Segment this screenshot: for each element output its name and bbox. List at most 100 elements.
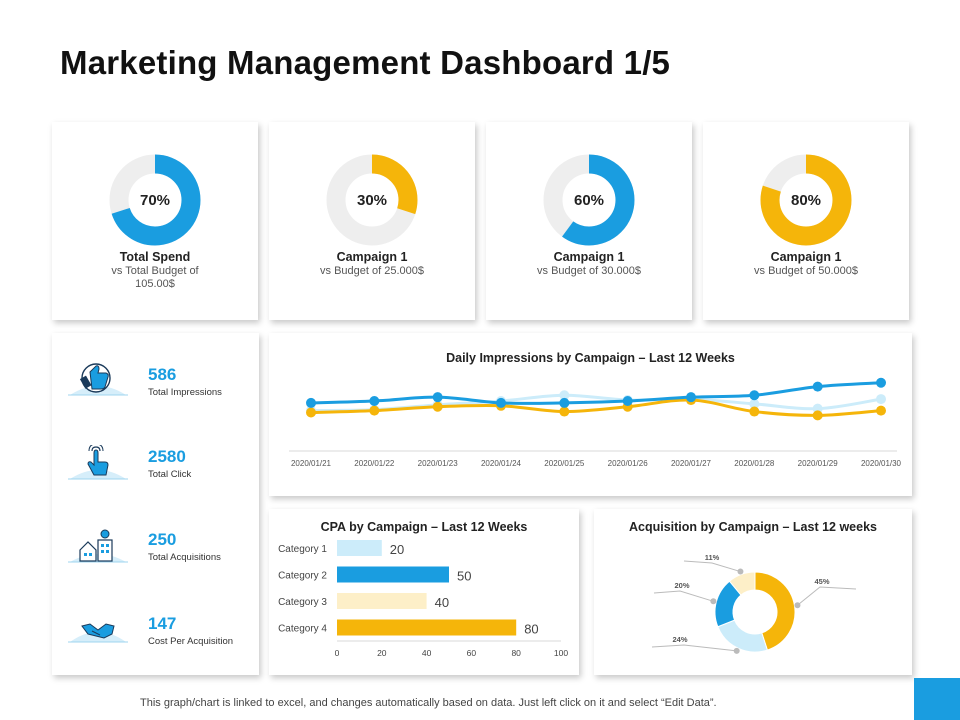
- data-point[interactable]: [306, 407, 316, 418]
- kpi-card-campaign-a[interactable]: 30% Campaign 1 vs Budget of 25.000$: [269, 122, 475, 320]
- data-point[interactable]: [876, 405, 886, 416]
- donut-progress-arc: [760, 154, 852, 246]
- thumbs-up-icon: [68, 363, 128, 396]
- donut-progress-arc: [109, 154, 201, 246]
- x-tick-label: 2020/01/25: [544, 459, 585, 468]
- data-point[interactable]: [306, 397, 316, 408]
- x-tick-label: 2020/01/27: [671, 459, 712, 468]
- x-tick-label: 2020/01/21: [291, 459, 332, 468]
- metric-total-impressions[interactable]: 586 Total Impressions: [52, 363, 259, 423]
- bar[interactable]: [337, 540, 382, 556]
- slice-label: 45%: [814, 577, 829, 586]
- metric-label: Total Click: [148, 469, 192, 480]
- pie-slice[interactable]: [717, 619, 768, 653]
- metric-label: Total Impressions: [148, 387, 222, 398]
- data-point[interactable]: [749, 398, 760, 409]
- leader-dot: [733, 647, 740, 654]
- metric-value: 586: [148, 365, 177, 384]
- series-line: [310, 381, 882, 405]
- x-tick-label: 2020/01/30: [861, 459, 902, 468]
- data-point[interactable]: [812, 410, 823, 421]
- chart-title: Daily Impressions by Campaign – Last 12 …: [446, 351, 735, 365]
- kpi-name: Campaign 1: [770, 250, 842, 264]
- kpi-donut: 60%: [543, 154, 635, 246]
- kpi-donut: 30%: [326, 154, 418, 246]
- data-point[interactable]: [876, 394, 886, 405]
- data-point[interactable]: [432, 392, 443, 403]
- leader-line: [651, 644, 737, 652]
- category-label: Category 4: [278, 624, 327, 635]
- donut-percent: 70%: [140, 192, 170, 209]
- chart-title: CPA by Campaign – Last 12 Weeks: [320, 520, 528, 534]
- x-tick-label: 2020/01/23: [418, 459, 459, 468]
- slice-label: 11%: [705, 553, 720, 562]
- donut-progress-arc: [326, 154, 418, 246]
- data-point[interactable]: [432, 401, 443, 412]
- donut-percent: 60%: [574, 192, 604, 209]
- donut-percent: 80%: [791, 192, 821, 209]
- bar[interactable]: [337, 593, 427, 609]
- handshake-icon: [68, 623, 128, 643]
- metric-value: 2580: [148, 447, 186, 466]
- data-point[interactable]: [559, 406, 570, 417]
- donut-progress-arc: [543, 154, 635, 246]
- data-point[interactable]: [559, 397, 570, 408]
- data-point[interactable]: [369, 396, 380, 406]
- kpi-donut: 70%: [109, 154, 201, 246]
- series-line: [310, 398, 882, 417]
- acquisition-donut-chart-card: Acquisition by Campaign – Last 12 weeks …: [594, 509, 912, 675]
- impressions-line-chart-card: Daily Impressions by Campaign – Last 12 …: [269, 333, 912, 496]
- slice-label: 24%: [672, 635, 687, 644]
- x-tick-label: 2020/01/29: [798, 459, 839, 468]
- data-point[interactable]: [369, 405, 380, 416]
- data-point[interactable]: [622, 396, 633, 406]
- x-tick-label: 0: [335, 648, 340, 658]
- metric-total-acquisitions[interactable]: 250 Total Acquisitions: [52, 528, 259, 588]
- kpi-subtitle: vs Budget of 25.000$: [320, 265, 424, 277]
- leader-dot: [710, 598, 717, 605]
- corner-accent: [914, 678, 960, 720]
- data-point[interactable]: [496, 397, 506, 408]
- data-point[interactable]: [876, 377, 886, 388]
- metrics-panel: 586 Total Impressions 2580 Total Click: [52, 333, 259, 675]
- kpi-card-campaign-b[interactable]: 60% Campaign 1 vs Budget of 30.000$: [486, 122, 692, 320]
- x-tick-label: 20: [377, 648, 387, 658]
- metric-label: Total Acquisitions: [148, 552, 221, 563]
- data-point[interactable]: [749, 390, 760, 401]
- x-tick-label: 2020/01/24: [481, 459, 522, 468]
- line-chart: 2020/01/21 2020/01/22 2020/01/23 2020/01/24…: [289, 377, 902, 468]
- x-tick-label: 60: [467, 648, 477, 658]
- kpi-card-campaign-c[interactable]: 80% Campaign 1 vs Budget of 50.000$: [703, 122, 909, 320]
- pie-slice[interactable]: [728, 571, 756, 596]
- bar-value-label: 80: [524, 622, 538, 637]
- x-tick-label: 100: [554, 648, 568, 658]
- data-point[interactable]: [559, 390, 570, 401]
- kpi-name: Campaign 1: [336, 250, 408, 264]
- kpi-card-total-spend[interactable]: 70% Total Spend vs Total Budget of 105.0…: [52, 122, 258, 320]
- click-hand-icon: [68, 445, 128, 480]
- slice-label: 20%: [674, 581, 689, 590]
- x-tick-label: 2020/01/22: [354, 459, 395, 468]
- x-tick-label: 40: [422, 648, 432, 658]
- metric-value: 250: [148, 530, 177, 549]
- x-tick-label: 2020/01/26: [608, 459, 649, 468]
- kpi-subtitle: vs Budget of 50.000$: [754, 265, 858, 277]
- bar[interactable]: [337, 619, 517, 636]
- data-point[interactable]: [686, 392, 696, 403]
- kpi-subtitle: vs Budget of 30.000$: [537, 265, 641, 277]
- metric-total-click[interactable]: 2580 Total Click: [52, 445, 259, 505]
- x-tick-label: 2020/01/28: [734, 459, 775, 468]
- category-label: Category 1: [278, 544, 327, 555]
- page-title: Marketing Management Dashboard 1/5: [60, 44, 671, 81]
- category-label: Category 2: [278, 571, 327, 582]
- bar[interactable]: [337, 566, 449, 583]
- data-point[interactable]: [749, 406, 760, 417]
- pie-slice[interactable]: [754, 571, 796, 651]
- kpi-donut: 80%: [760, 154, 852, 246]
- cpa-bar-chart-card: CPA by Campaign – Last 12 Weeks Category…: [269, 509, 579, 675]
- bar-chart: Category 1 20 Category 2 50 Category 3 40 Cate…: [278, 540, 568, 658]
- data-point[interactable]: [812, 381, 823, 392]
- metric-cost-per-acquisition[interactable]: 147 Cost Per Acquisition: [52, 612, 259, 672]
- footer-note: This graph/chart is linked to excel, and…: [140, 697, 717, 709]
- x-tick-label: 80: [511, 648, 521, 658]
